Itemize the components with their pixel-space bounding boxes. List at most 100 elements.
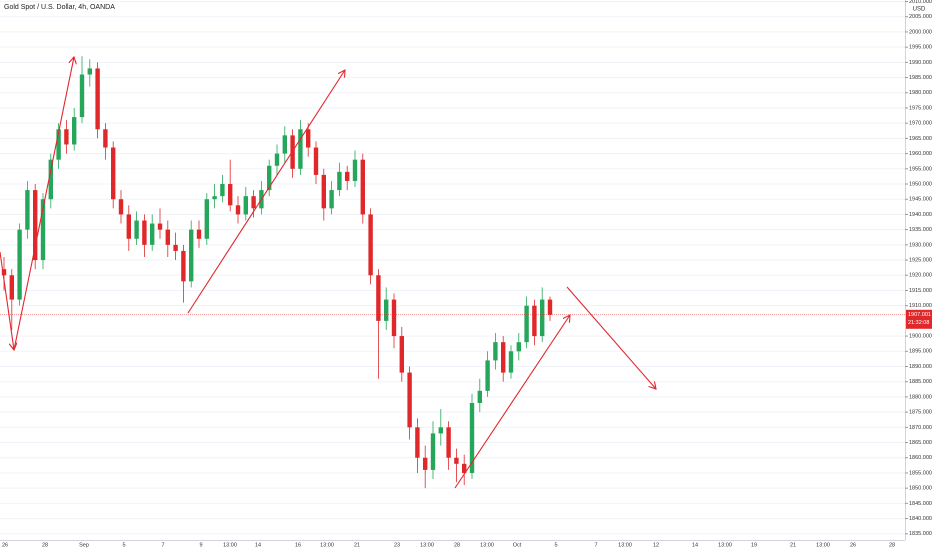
candle-body — [384, 299, 389, 321]
candle-body — [438, 427, 443, 434]
y-tick-label: 1910.000 — [909, 303, 932, 309]
candle-body — [313, 147, 319, 175]
candle-body — [126, 214, 131, 239]
candle-body — [48, 159, 53, 200]
x-tick-label: 16 — [295, 542, 301, 548]
y-tick-label: 1890.000 — [909, 364, 932, 370]
candle-body — [508, 351, 514, 373]
x-tick-label: 14 — [255, 542, 261, 548]
trend-arrow — [13, 57, 74, 351]
y-tick-label: 1990.000 — [909, 60, 932, 66]
y-tick-label: 1855.000 — [909, 470, 932, 476]
candle-body — [40, 199, 46, 261]
x-tick-label: 28 — [454, 542, 460, 548]
candle-body — [298, 129, 303, 169]
candle-body — [345, 171, 350, 181]
trend-arrow — [566, 286, 656, 389]
candle-body — [516, 342, 521, 352]
candle-body — [87, 68, 92, 75]
candle-body — [469, 402, 475, 473]
y-tick-label: 1870.000 — [909, 425, 932, 431]
candle-body — [196, 229, 202, 239]
candle-body — [532, 305, 537, 337]
y-tick-label: 1960.000 — [909, 151, 932, 157]
y-tick-label: 1835.000 — [909, 531, 932, 537]
candle-body — [524, 305, 529, 343]
y-tick-label: 1915.000 — [909, 288, 932, 294]
x-tick-label: Sep — [79, 542, 89, 548]
y-tick-label: 1930.000 — [909, 242, 932, 248]
y-tick-label: 2000.000 — [909, 29, 932, 35]
currency-label: USD — [913, 7, 926, 13]
price-label-box — [906, 309, 932, 329]
x-tick-label: 21 — [354, 542, 360, 548]
y-tick-label: 1865.000 — [909, 440, 932, 446]
candle-body — [95, 68, 100, 130]
y-tick-label: 1880.000 — [909, 394, 932, 400]
x-tick-label: 28 — [889, 542, 895, 548]
drawings — [0, 57, 656, 489]
x-tick-label: 21 — [790, 542, 796, 548]
candle-body — [501, 342, 506, 373]
candle-body — [204, 199, 209, 239]
candle-body — [72, 117, 77, 145]
trend-arrow — [187, 70, 345, 314]
candle-body — [150, 223, 155, 245]
x-tick-label: 23 — [394, 542, 400, 548]
x-tick-label: 12 — [653, 542, 659, 548]
y-tick-label: 1995.000 — [909, 45, 932, 51]
y-tick-label: 1950.000 — [909, 181, 932, 187]
x-tick-label: 14 — [692, 542, 698, 548]
candle-body — [251, 196, 256, 209]
y-tick-label: 1925.000 — [909, 258, 932, 264]
candle-body — [423, 457, 428, 470]
candle-body — [329, 190, 334, 209]
candle-body — [321, 174, 326, 209]
candle-body — [157, 223, 163, 230]
y-tick-label: 1935.000 — [909, 227, 932, 233]
candle-body — [142, 220, 147, 245]
candle-body — [368, 214, 373, 276]
y-tick-label: 1895.000 — [909, 349, 932, 355]
candle-body — [64, 129, 69, 145]
x-tick-label: 7 — [161, 542, 164, 548]
candle-body — [352, 159, 358, 181]
y-tick-label: 2010.000 — [909, 0, 932, 5]
x-tick-label: 19 — [751, 542, 757, 548]
x-tick-label: 26 — [2, 542, 8, 548]
chart-title: Gold Spot / U.S. Dollar, 4h, OANDA — [4, 4, 115, 11]
y-tick-label: 1875.000 — [909, 410, 932, 416]
y-tick-label: 1920.000 — [909, 273, 932, 279]
y-tick-label: 1885.000 — [909, 379, 932, 385]
x-tick-label: 26 — [850, 542, 856, 548]
x-tick-label: 13:00 — [718, 542, 732, 548]
candle-body — [391, 299, 397, 337]
y-tick-label: 1945.000 — [909, 197, 932, 203]
candle-body — [477, 390, 482, 403]
candle-body — [228, 184, 233, 206]
candle-body — [430, 433, 436, 470]
candle-body — [274, 153, 280, 166]
x-tick-label: 13:00 — [320, 542, 334, 548]
candle-body — [118, 199, 124, 215]
candle-body — [399, 336, 404, 373]
candle-body — [446, 427, 451, 458]
candle-body — [337, 171, 342, 191]
candle-body — [540, 299, 545, 337]
y-tick-label: 2005.000 — [909, 14, 932, 20]
trend-arrow — [454, 315, 570, 489]
candle-body — [243, 196, 248, 215]
y-tick-label: 1985.000 — [909, 75, 932, 81]
x-tick-label: 13:00 — [223, 542, 237, 548]
candle-body — [454, 457, 459, 464]
x-tick-label: 13:00 — [816, 542, 830, 548]
candle-body — [462, 463, 467, 473]
candle-body — [134, 220, 139, 239]
y-tick-label: 1940.000 — [909, 212, 932, 218]
x-tick-label: 5 — [122, 542, 125, 548]
y-tick-label: 1845.000 — [909, 501, 932, 507]
x-tick-label: 28 — [42, 542, 48, 548]
countdown-label: 21:32:08 — [908, 320, 929, 326]
